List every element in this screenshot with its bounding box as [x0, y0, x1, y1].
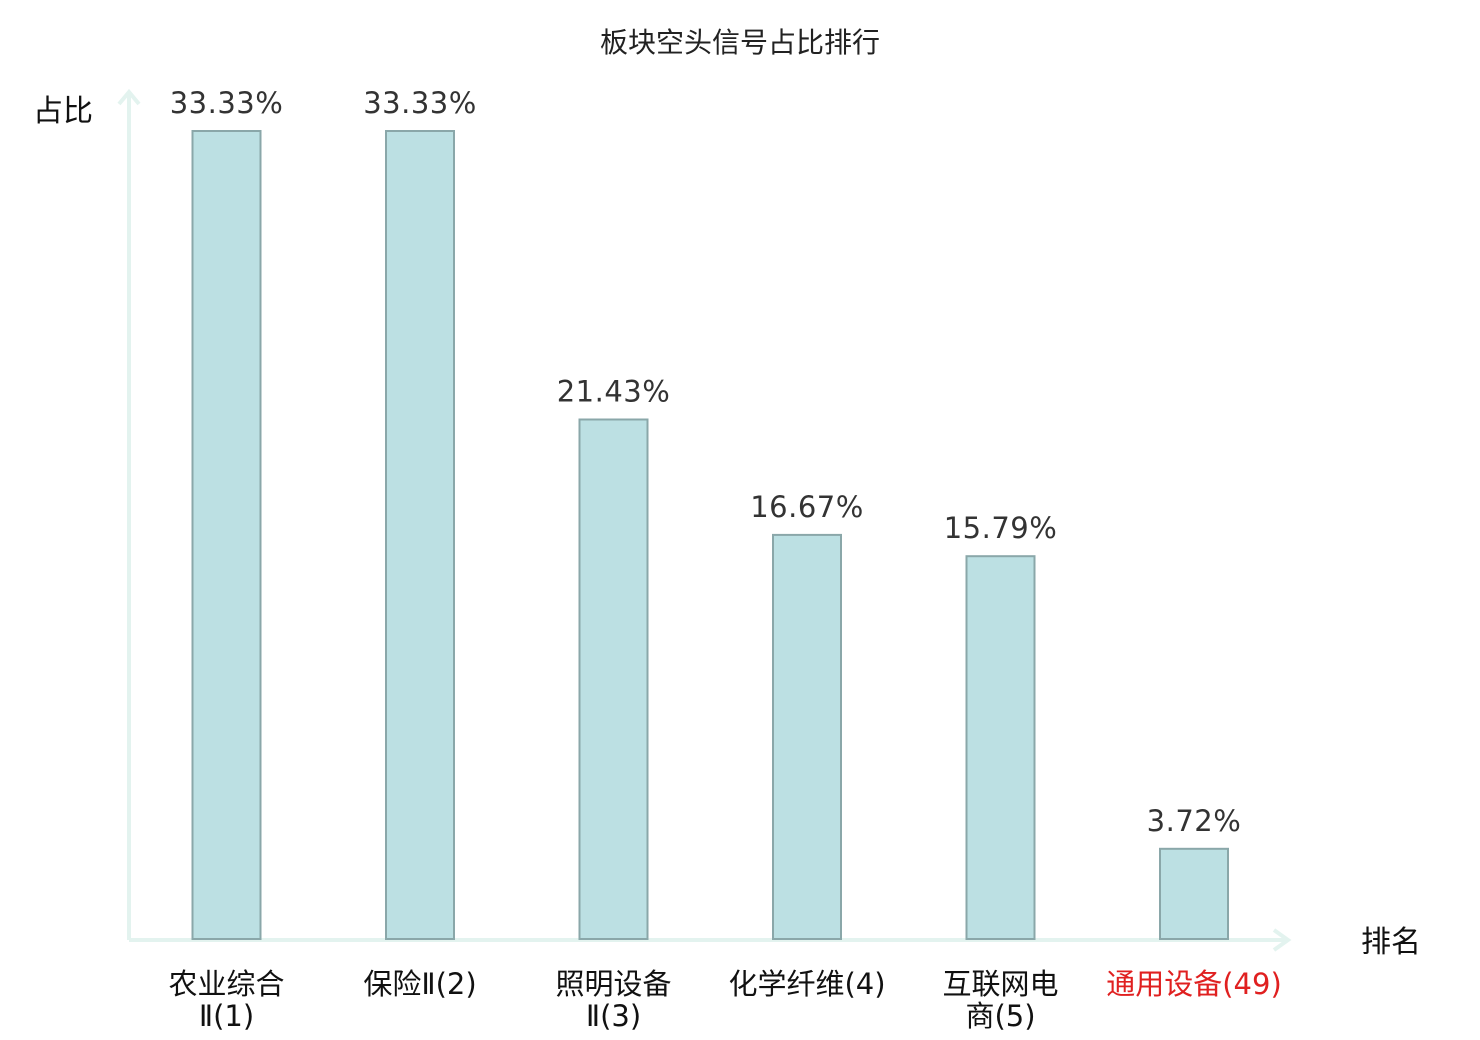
bar — [191, 130, 262, 940]
x-axis-arrow — [1272, 928, 1292, 952]
x-tick-label: 互联网电 — [942, 967, 1058, 1001]
x-tick-label: 化学纤维(4) — [728, 967, 885, 1001]
data-label: 33.33% — [363, 86, 477, 120]
data-label: 3.72% — [1147, 804, 1242, 838]
bar — [385, 130, 455, 940]
value-labels-group: 33.33% 33.33% 21.43% 16.67% 15.79% 3.72% — [170, 86, 1242, 838]
data-label: 33.33% — [170, 86, 284, 120]
data-label: 16.67% — [750, 490, 864, 524]
axes — [117, 88, 1292, 952]
data-label: 15.79% — [944, 511, 1058, 545]
bar — [772, 533, 842, 941]
x-tick-label: 农业综合 — [168, 967, 284, 1001]
x-axis-label: 排名 — [1361, 925, 1421, 960]
x-tick-label: 照明设备 — [555, 967, 671, 1001]
x-tick-label: Ⅱ(3) — [586, 999, 641, 1033]
y-axis-label: 占比 — [33, 94, 93, 129]
data-label: 21.43% — [557, 375, 671, 409]
x-tick-label: 保险Ⅱ(2) — [363, 967, 476, 1001]
chart-title: 板块空头信号占比排行 — [600, 26, 880, 59]
x-tick-label: Ⅱ(1) — [199, 999, 254, 1033]
x-tick-label: 商(5) — [965, 999, 1035, 1033]
bar — [1159, 847, 1229, 940]
bar — [578, 418, 649, 940]
bars-group — [191, 130, 1229, 941]
x-tick-label: 通用设备(49) — [1106, 967, 1282, 1001]
bar — [965, 555, 1036, 940]
